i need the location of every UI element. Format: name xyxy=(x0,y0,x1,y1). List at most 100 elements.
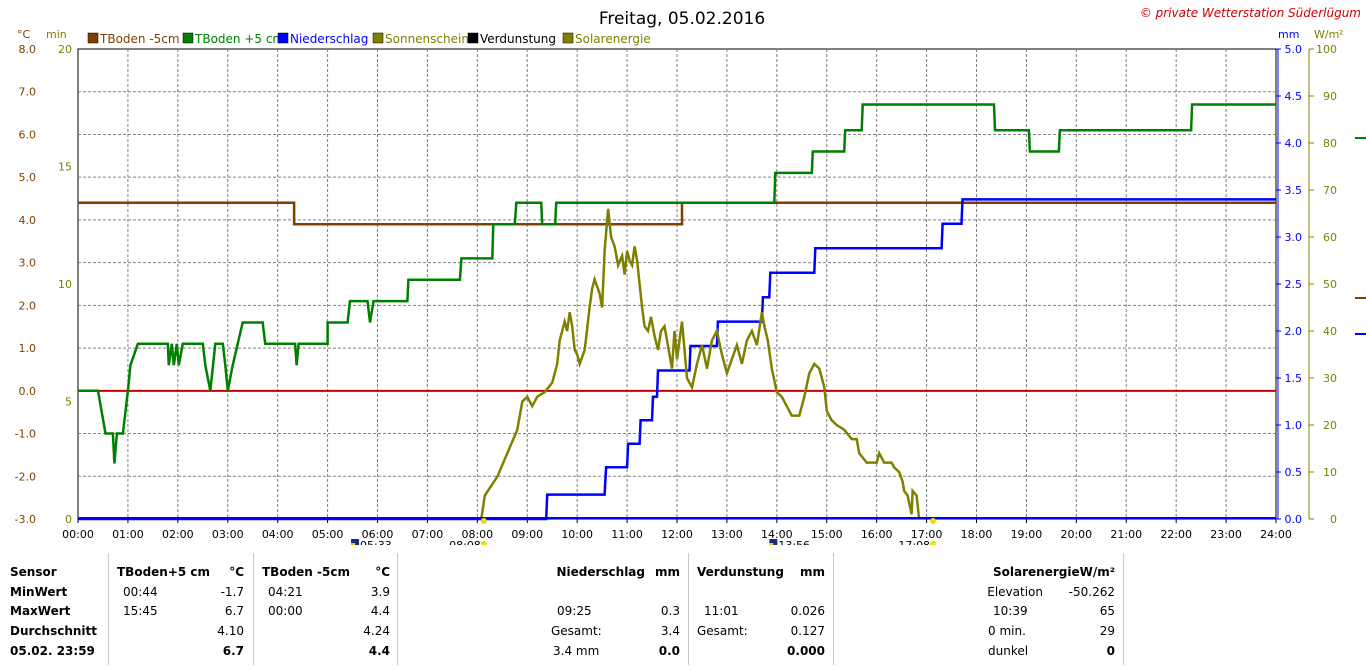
x-tick-label: 19:00 xyxy=(1011,528,1043,541)
min-tminus-value: 3.9 xyxy=(370,585,390,599)
rain-tick-label: 0.5 xyxy=(1285,466,1303,479)
copyright-notice: © private Wetterstation Süderlügum xyxy=(1140,6,1361,20)
max-tplus-time: 15:45 xyxy=(123,604,158,618)
rain-axis-unit: mm xyxy=(1278,28,1299,41)
minutes-axis-unit: min xyxy=(46,28,67,41)
temp-tick-label: -2.0 xyxy=(15,470,36,483)
minutes-tick-label: 10 xyxy=(58,278,72,291)
x-tick-label: 02:00 xyxy=(162,528,194,541)
min-solar-value: -50.262 xyxy=(1068,585,1115,599)
min-tminus-time: 04:21 xyxy=(268,585,303,599)
row-avg-label: Durchschnitt xyxy=(10,624,98,638)
last-solar-value: 0 xyxy=(1106,644,1115,658)
avg-tplus-value: 4.10 xyxy=(217,624,244,638)
sun-event-label: 08:08 xyxy=(449,539,481,545)
x-tick-label: 17:00 xyxy=(911,528,943,541)
col-divider xyxy=(253,553,254,665)
solar-tick-label: 20 xyxy=(1323,419,1337,432)
minutes-tick-label: 5 xyxy=(65,396,72,409)
x-tick-label: 00:00 xyxy=(62,528,94,541)
header-tboden-plus5-unit: °C xyxy=(229,565,244,579)
x-tick-label: 01:00 xyxy=(112,528,144,541)
sun-event-icon-fill xyxy=(769,543,774,545)
sun-event-label: 17:08 xyxy=(898,539,930,545)
last-evap-value: 0.000 xyxy=(787,644,825,658)
x-tick-label: 13:00 xyxy=(711,528,743,541)
header-tboden-minus5: TBoden -5cm xyxy=(262,565,350,579)
max-solar-value: 65 xyxy=(1099,604,1115,618)
header-tboden-plus5: TBoden+5 cm xyxy=(117,565,211,579)
legend-label: TBoden +5 cm xyxy=(194,32,284,46)
x-tick-label: 14:00 xyxy=(761,528,793,541)
max-rain-value: 0.3 xyxy=(660,604,680,618)
solar-tick-label: 60 xyxy=(1323,231,1337,244)
legend-label: Sonnenschein xyxy=(385,32,469,46)
avg-evap-label: Gesamt: xyxy=(697,624,748,638)
rain-tick-label: 1.5 xyxy=(1285,372,1303,385)
col-divider xyxy=(108,553,109,665)
side-mark-blue xyxy=(1355,333,1366,335)
row-min-label: MinWert xyxy=(10,585,68,599)
temp-tick-label: -1.0 xyxy=(15,428,36,441)
x-tick-label: 10:00 xyxy=(561,528,593,541)
legend-swatch xyxy=(372,32,384,44)
temp-tick-label: -3.0 xyxy=(15,513,36,526)
legend-swatch xyxy=(467,32,479,44)
weather-chart: Freitag, 05.02.2016 © private Wetterstat… xyxy=(15,6,1366,545)
x-tick-label: 06:00 xyxy=(362,528,394,541)
temp-tick-label: 8.0 xyxy=(19,43,37,56)
legend: TBoden -5cm TBoden +5 cm Niederschlag Sonne… xyxy=(87,32,651,46)
temp-tick-label: 2.0 xyxy=(19,299,37,312)
avg-solar-label: 0 min. xyxy=(988,624,1026,638)
row-last-label: 05.02. 23:59 xyxy=(10,644,95,658)
temp-tick-label: 7.0 xyxy=(19,86,37,99)
solar-tick-label: 50 xyxy=(1323,278,1337,291)
avg-tminus-value: 4.24 xyxy=(363,624,390,638)
legend-label: Solarenergie xyxy=(575,32,651,46)
side-mark-green xyxy=(1355,137,1366,139)
x-tick-label: 22:00 xyxy=(1160,528,1192,541)
last-solar-label: dunkel xyxy=(988,644,1029,658)
max-tminus-value: 4.4 xyxy=(370,604,390,618)
col-divider xyxy=(833,553,834,665)
col-divider xyxy=(1123,553,1124,665)
solar-tick-label: 70 xyxy=(1323,184,1337,197)
max-evap-time: 11:01 xyxy=(704,604,739,618)
axes: 00:00 01:00 02:00 03:00 04:00 05:00 06:00 07:00… xyxy=(15,43,1337,541)
series-group xyxy=(78,103,1276,521)
minutes-tick-label: 20 xyxy=(58,43,72,56)
sun-event-icon xyxy=(930,541,937,545)
legend-swatch xyxy=(277,32,289,44)
series-line-tboden-5cm xyxy=(78,201,1276,226)
grid xyxy=(78,49,1276,519)
avg-rain-value: 3.4 xyxy=(660,624,680,638)
x-tick-label: 15:00 xyxy=(811,528,843,541)
solar-axis-unit: W/m² xyxy=(1314,28,1344,41)
temp-tick-label: 5.0 xyxy=(19,171,37,184)
sun-events: 05:33 08:08 13:56 17:08 xyxy=(351,518,937,545)
legend-swatch xyxy=(182,32,194,44)
x-tick-label: 05:00 xyxy=(312,528,344,541)
temp-tick-label: 1.0 xyxy=(19,342,37,355)
legend-label: Verdunstung xyxy=(480,32,556,46)
temp-axis-unit: °C xyxy=(17,28,31,41)
avg-rain-label: Gesamt: xyxy=(551,624,602,638)
header-sensor: Sensor xyxy=(10,565,57,579)
legend-swatch xyxy=(562,32,574,44)
sun-event-marker xyxy=(930,518,937,524)
rain-tick-label: 4.5 xyxy=(1285,90,1303,103)
row-max-label: MaxWert xyxy=(10,604,71,618)
side-mark-brown xyxy=(1355,297,1366,299)
solar-tick-label: 0 xyxy=(1330,513,1337,526)
solar-tick-label: 80 xyxy=(1323,137,1337,150)
x-tick-label: 20:00 xyxy=(1060,528,1092,541)
header-niederschlag-unit: mm xyxy=(654,565,680,579)
max-solar-label: 10:39 xyxy=(993,604,1028,618)
solar-tick-label: 100 xyxy=(1316,43,1337,56)
chart-title: Freitag, 05.02.2016 xyxy=(599,9,765,29)
x-tick-label: 16:00 xyxy=(861,528,893,541)
header-verdunstung-unit: mm xyxy=(799,565,825,579)
sun-event-icon xyxy=(769,539,778,545)
solar-tick-label: 10 xyxy=(1323,466,1337,479)
max-rain-time: 09:25 xyxy=(557,604,592,618)
